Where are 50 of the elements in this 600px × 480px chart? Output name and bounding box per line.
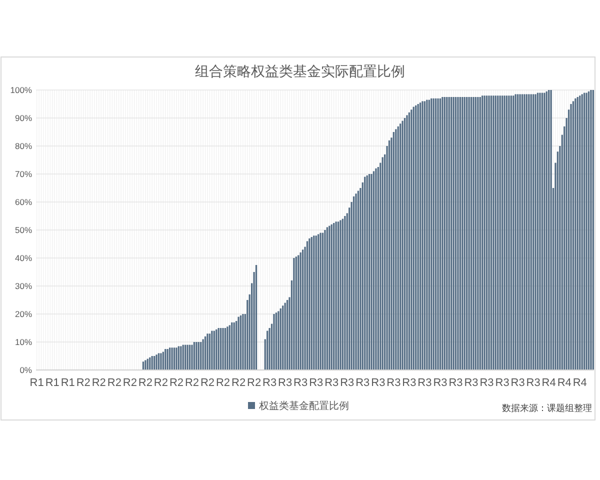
x-tick-label: R2: [200, 377, 215, 389]
x-tick-label: R3: [480, 377, 494, 389]
x-tick-label: R3: [402, 377, 416, 389]
y-tick-label: 20%: [14, 308, 32, 319]
x-tick-label: R3: [526, 377, 540, 389]
x-tick-label: R1: [30, 377, 44, 389]
x-tick-label: R3: [356, 377, 370, 389]
x-tick-label: R2: [122, 377, 137, 389]
chart-title: 组合策略权益类基金实际配置比例: [195, 63, 405, 79]
x-tick-label: R2: [232, 377, 246, 389]
legend-label: 权益类基金配置比例: [258, 400, 349, 412]
x-tick-label: R4: [572, 377, 587, 389]
x-tick-label: R2: [216, 377, 230, 389]
x-tick-label: R1: [45, 377, 60, 389]
x-tick-label: R2: [247, 377, 262, 389]
y-tick-label: 90%: [14, 112, 32, 123]
x-tick-label: R4: [557, 377, 572, 389]
y-tick-label: 60%: [14, 196, 32, 207]
x-tick-label: R3: [278, 377, 292, 389]
x-tick-label: R3: [371, 377, 386, 389]
x-tick-label: R2: [92, 377, 106, 389]
y-tick-label: 0%: [20, 364, 32, 375]
x-tick-label: R3: [324, 377, 339, 389]
x-tick-label: R4: [542, 377, 556, 389]
x-tick-label: R3: [386, 377, 401, 389]
source-note: 数据来源：课题组整理: [502, 403, 592, 413]
x-tick-label: R3: [340, 377, 354, 389]
x-tick-label: R3: [262, 377, 277, 389]
x-tick-label: R3: [464, 377, 478, 389]
x-tick-label: R3: [294, 377, 308, 389]
x-tick-label: R2: [169, 377, 184, 389]
y-tick-label: 10%: [14, 336, 32, 347]
y-tick-label: 80%: [14, 140, 32, 151]
x-tick-label: R3: [418, 377, 432, 389]
x-tick-label: R3: [495, 377, 510, 389]
y-tick-label: 70%: [14, 168, 32, 179]
y-tick-label: 40%: [14, 252, 32, 263]
x-tick-label: R2: [107, 377, 122, 389]
x-tick-label: R3: [510, 377, 525, 389]
y-tick-label: 50%: [14, 224, 32, 235]
x-tick-label: R3: [448, 377, 463, 389]
x-tick-label: R2: [184, 377, 200, 389]
x-tick-label: R2: [154, 377, 168, 389]
x-tick-label: R3: [433, 377, 448, 389]
y-tick-label: 100%: [10, 84, 32, 95]
x-tick-label: R3: [309, 377, 324, 389]
x-tick-label: R1: [60, 377, 75, 389]
y-tick-label: 30%: [14, 280, 32, 291]
x-tick-label: R2: [76, 377, 90, 389]
x-tick-label: R2: [138, 377, 152, 389]
